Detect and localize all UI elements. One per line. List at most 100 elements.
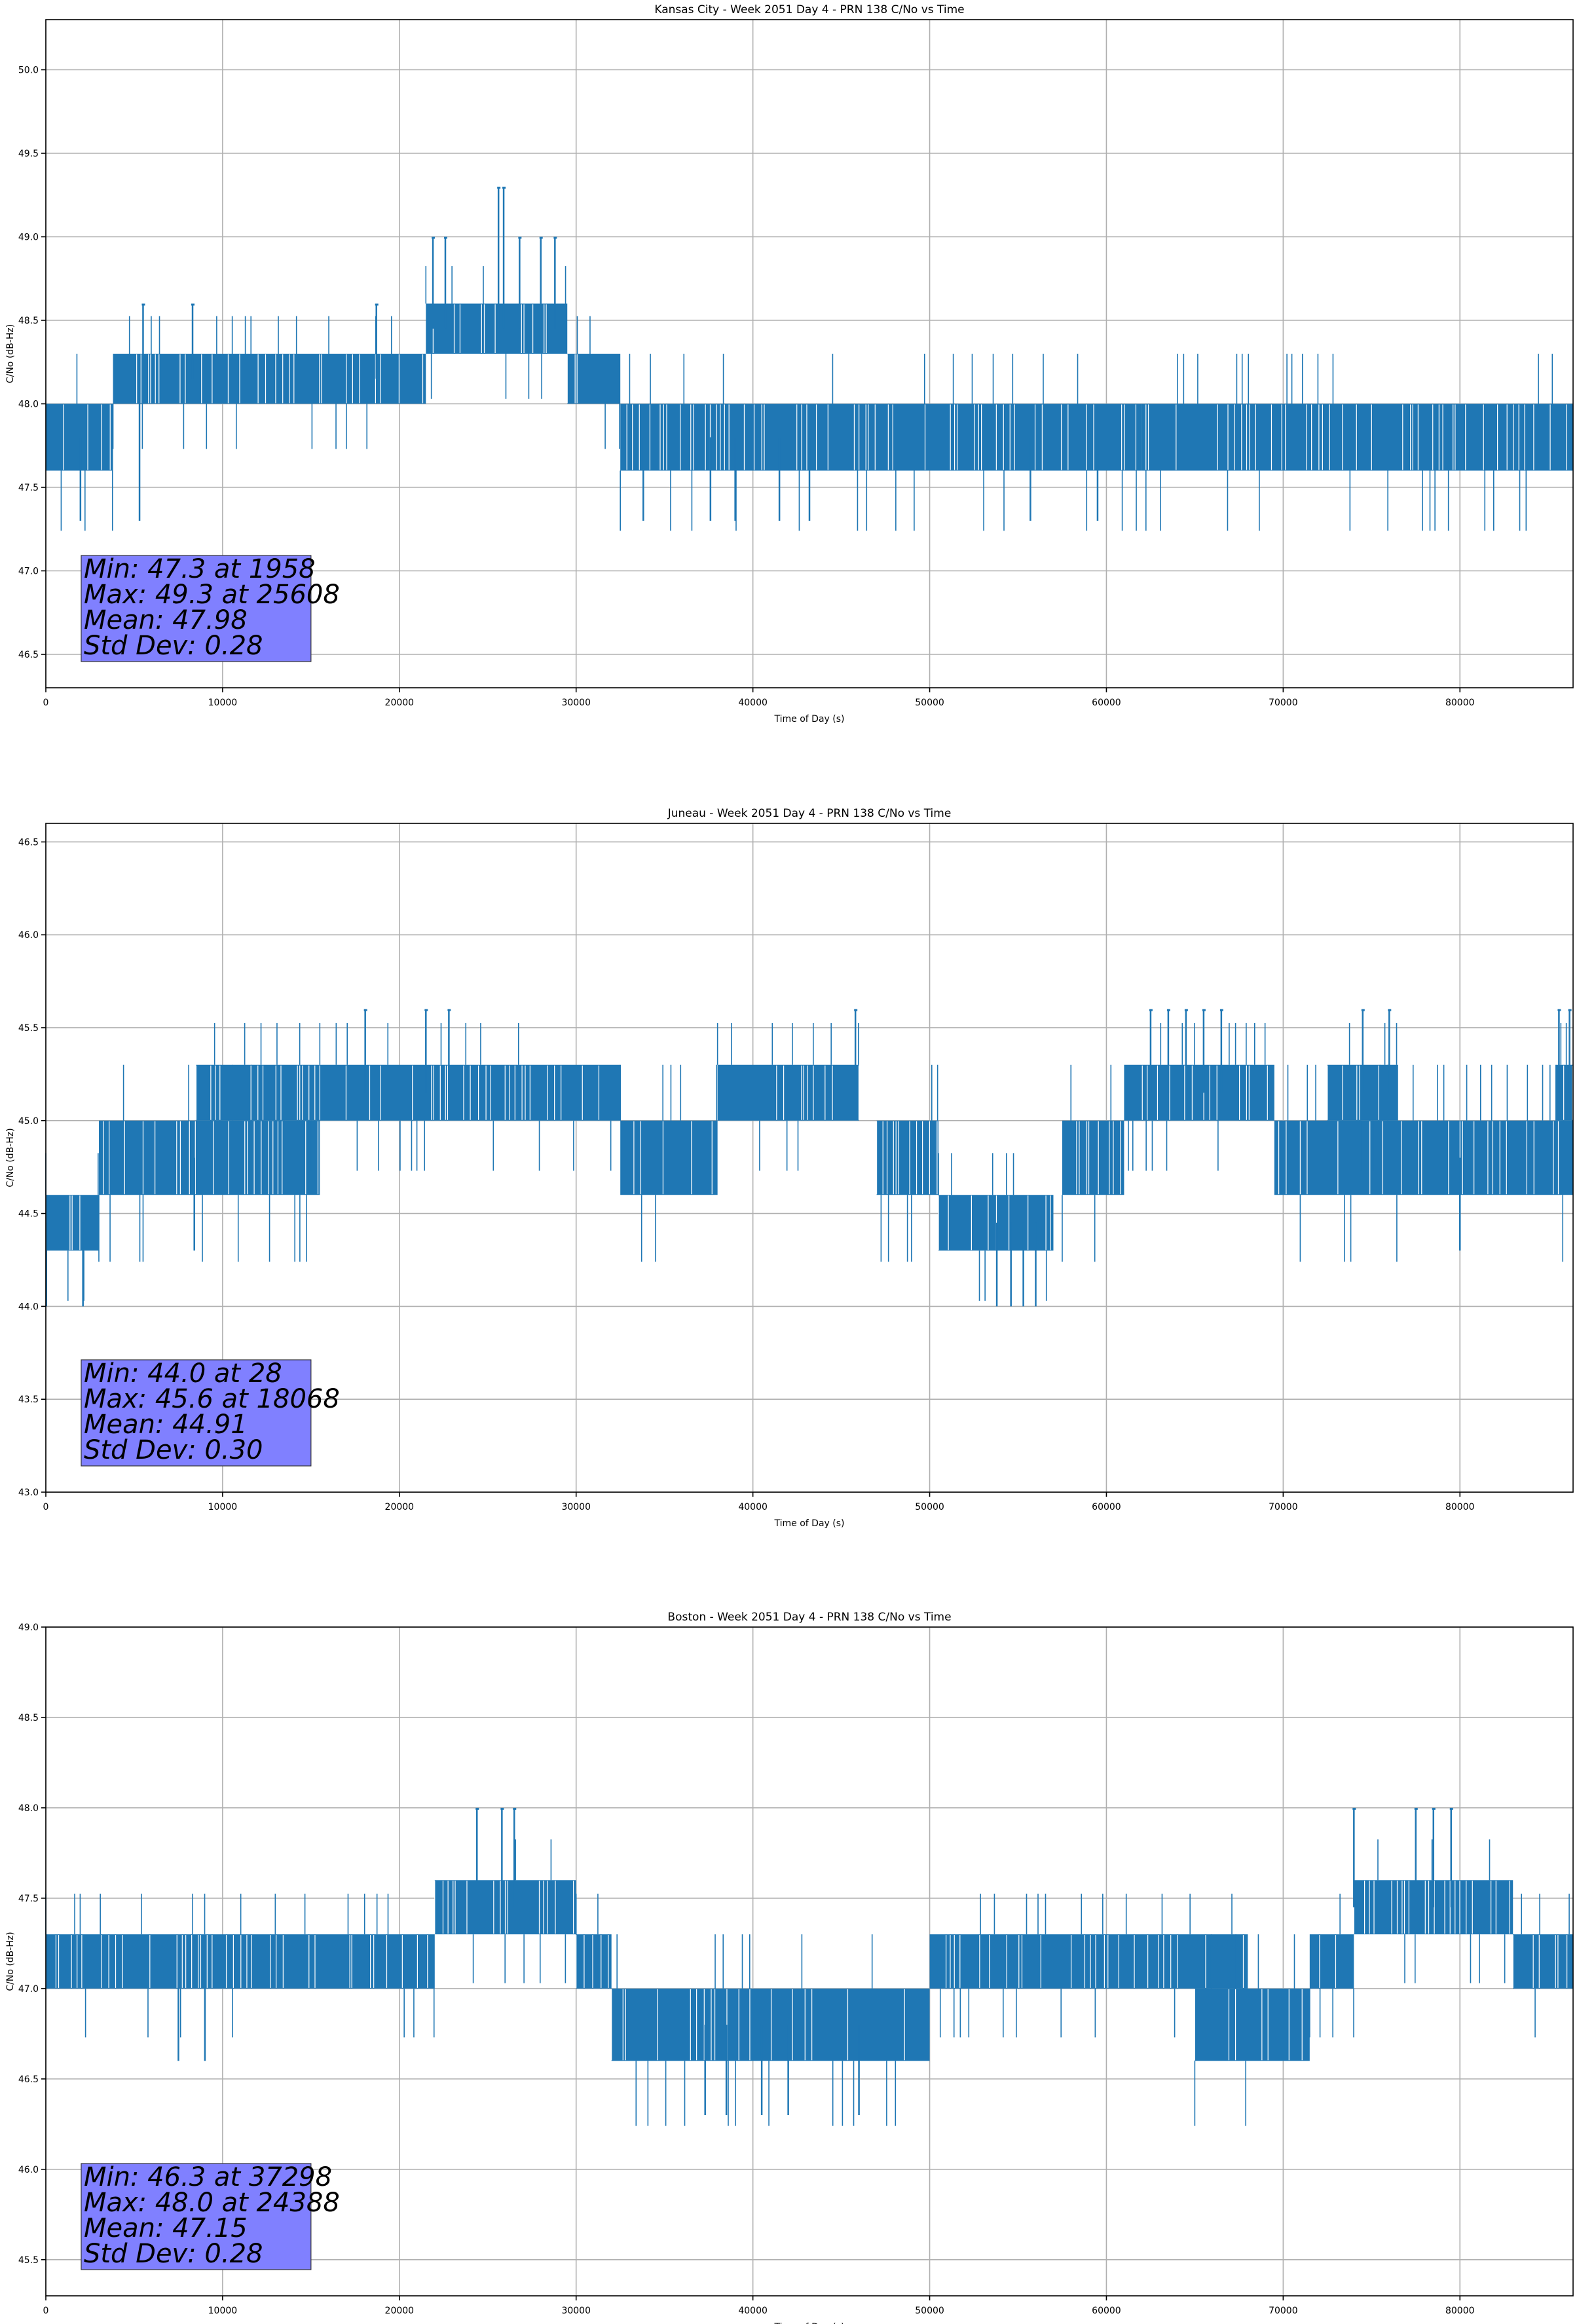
data-spike-cap — [191, 303, 195, 306]
data-spike-cap — [1149, 1009, 1153, 1011]
y-tick-label: 47.0 — [18, 1984, 39, 1995]
data-spike-cap — [1352, 1807, 1356, 1810]
y-tick-label: 46.0 — [18, 2165, 39, 2175]
stats-line: Min: 46.3 at 37298 — [84, 2162, 332, 2192]
x-tick-label: 0 — [43, 698, 49, 708]
data-spike-cap — [1361, 1009, 1365, 1011]
data-spike-cap — [502, 187, 506, 189]
x-tick-label: 60000 — [1092, 698, 1121, 708]
x-tick-label: 30000 — [561, 1502, 591, 1512]
x-tick-label: 50000 — [915, 2306, 944, 2316]
data-spike-cap — [1414, 1807, 1418, 1810]
stats-line: Mean: 47.98 — [84, 605, 248, 635]
data-band — [1274, 1120, 1573, 1195]
data-band — [620, 1120, 718, 1195]
y-tick-label: 49.5 — [18, 149, 39, 159]
y-axis-label: C/No (dB-Hz) — [5, 1128, 16, 1187]
y-tick-label: 45.0 — [18, 1116, 39, 1127]
data-band — [1555, 1064, 1573, 1121]
axes-frame — [45, 823, 1574, 1493]
x-tick-label: 40000 — [738, 2306, 768, 2316]
data-band — [611, 1988, 930, 2061]
data-band — [143, 1120, 320, 1195]
y-tick-label: 49.0 — [18, 1622, 39, 1633]
data-spike-cap — [1184, 1009, 1188, 1011]
stats-box — [81, 1359, 312, 1467]
stats-line: Std Dev: 0.28 — [84, 2239, 263, 2269]
y-tick-label: 47.5 — [18, 483, 39, 493]
data-series — [45, 1807, 1573, 2126]
x-axis-label: Time of Day (s) — [774, 1518, 845, 1529]
data-band — [1124, 1064, 1274, 1121]
stats-line: Mean: 47.15 — [84, 2213, 248, 2243]
x-tick-label: 40000 — [738, 1502, 768, 1512]
data-band — [46, 403, 113, 471]
data-spike-cap — [375, 303, 379, 306]
x-tick-label: 70000 — [1269, 698, 1298, 708]
x-tick-label: 20000 — [385, 1502, 415, 1512]
x-tick-label: 50000 — [915, 1502, 944, 1512]
axes-frame — [45, 1626, 1574, 2296]
data-spike-cap — [1557, 1009, 1561, 1011]
y-tick-label: 46.0 — [18, 930, 39, 941]
stats-line: Std Dev: 0.30 — [84, 1435, 263, 1465]
stats-line: Max: 49.3 at 25608 — [84, 580, 340, 610]
y-tick-label: 43.0 — [18, 1488, 39, 1498]
y-tick-label: 50.0 — [18, 66, 39, 76]
y-axis-label: C/No (dB-Hz) — [5, 1932, 16, 1991]
y-tick-label: 48.0 — [18, 1803, 39, 1814]
stats-box — [81, 2163, 312, 2270]
y-tick-label: 47.0 — [18, 567, 39, 577]
data-band — [567, 354, 621, 404]
data-band — [1141, 403, 1573, 471]
data-spike-cap — [447, 1009, 451, 1011]
chart-title: Juneau - Week 2051 Day 4 - PRN 138 C/No … — [667, 807, 952, 820]
chart-panel-1: 0 10000 20000 30000 40000 50000 60000 70000 8000… — [5, 3, 1574, 724]
data-spike-cap — [1432, 1807, 1436, 1810]
x-tick-label: 70000 — [1269, 1502, 1298, 1512]
data-band — [1513, 1934, 1573, 1989]
y-tick-label: 48.5 — [18, 1713, 39, 1723]
data-band — [98, 1120, 143, 1195]
y-tick-label: 48.5 — [18, 316, 39, 326]
data-spike-cap — [363, 1009, 367, 1011]
data-spike-cap — [424, 1009, 428, 1011]
y-tick-label: 46.5 — [18, 650, 39, 660]
y-tick-label: 47.5 — [18, 1894, 39, 1904]
x-tick-label: 80000 — [1445, 2306, 1475, 2316]
data-spike-cap — [1568, 1009, 1572, 1011]
x-tick-label: 60000 — [1092, 2306, 1121, 2316]
x-tick-label: 10000 — [208, 1502, 238, 1512]
x-axis-label: Time of Day (s) — [774, 714, 845, 724]
data-spike-cap — [1166, 1009, 1170, 1011]
data-spike-cap — [518, 236, 522, 239]
y-tick-label: 45.5 — [18, 2255, 39, 2266]
stats-line: Min: 47.3 at 1958 — [84, 554, 316, 584]
y-tick-label: 48.0 — [18, 400, 39, 410]
data-spike-cap — [475, 1807, 479, 1810]
data-band — [620, 403, 1142, 471]
data-spike-cap — [432, 236, 436, 239]
x-tick-label: 80000 — [1445, 698, 1475, 708]
data-spike-cap — [497, 187, 501, 189]
y-tick-label: 45.5 — [18, 1023, 39, 1034]
x-tick-label: 20000 — [385, 698, 415, 708]
data-spike-cap — [1388, 1009, 1392, 1011]
y-tick-label: 49.0 — [18, 233, 39, 243]
chart-title: Kansas City - Week 2051 Day 4 - PRN 138 … — [654, 3, 964, 16]
data-spike-cap — [854, 1009, 858, 1011]
data-band — [1309, 1934, 1354, 1989]
data-spike-cap — [500, 1807, 504, 1810]
data-spike-cap — [553, 236, 557, 239]
data-band — [113, 354, 346, 404]
x-tick-label: 50000 — [915, 698, 944, 708]
data-band — [1195, 1988, 1310, 2061]
data-band — [46, 1934, 435, 1989]
data-spike-cap — [513, 1807, 517, 1810]
chart-panel-3: 0 10000 20000 30000 40000 50000 60000 70000 8000… — [5, 1611, 1574, 2324]
data-spike-cap — [1219, 1009, 1223, 1011]
data-spike-cap — [539, 236, 543, 239]
data-spike-cap — [141, 303, 145, 306]
stats-line: Max: 48.0 at 24388 — [84, 2188, 340, 2218]
